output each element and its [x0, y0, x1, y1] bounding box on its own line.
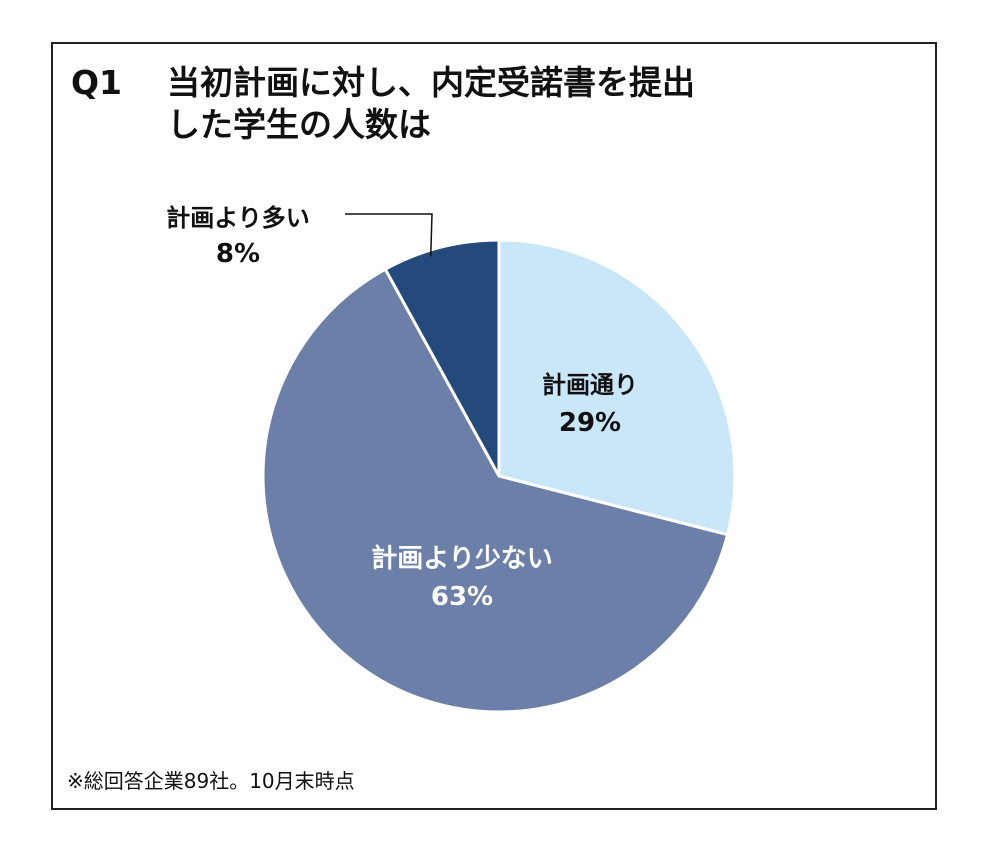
title-line-1: 当初計画に対し、内定受諾書を提出: [167, 63, 695, 102]
footnote: ※総回答企業89社。10月末時点: [67, 769, 355, 793]
question-number: Q1: [71, 63, 123, 102]
title-line-2: した学生の人数は: [167, 105, 431, 144]
chart-title: Q1 当初計画に対し、内定受諾書を提出 した学生の人数は: [71, 62, 695, 146]
slice-label-1: 計画通り: [542, 371, 638, 399]
pie-slice-3: [383, 238, 501, 477]
slice-label-2: 計画より少ない: [371, 543, 552, 574]
pie-slice-2: [261, 267, 730, 714]
slice-label-3: 計画より多い: [166, 204, 310, 232]
slice-value-label-1: 29%: [559, 408, 621, 438]
pie-slice-1: [497, 238, 737, 537]
slice-value-label-3: 8%: [216, 239, 260, 269]
leader-line: [345, 213, 433, 257]
slice-value-label-2: 63%: [431, 582, 493, 612]
